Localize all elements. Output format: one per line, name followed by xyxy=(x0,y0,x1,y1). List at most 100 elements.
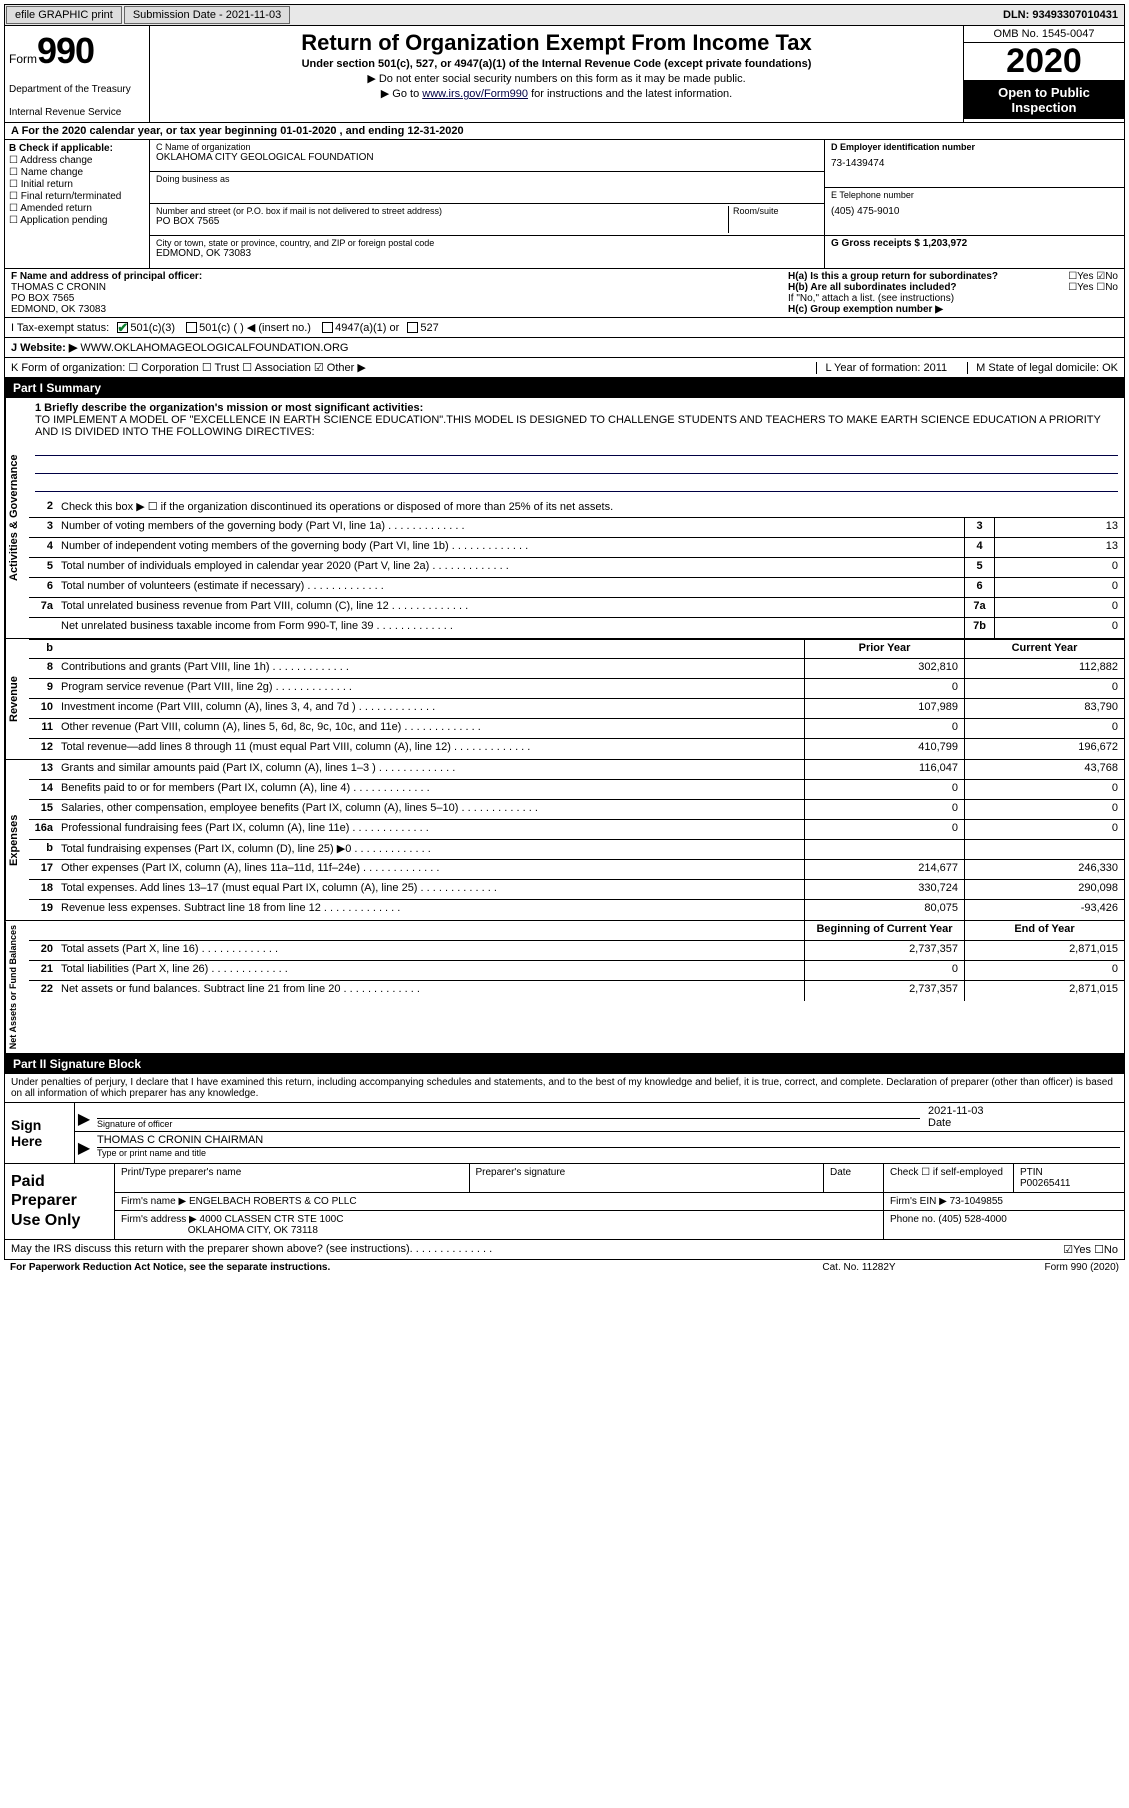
footer-form: Form 990 (2020) xyxy=(959,1262,1119,1273)
prep-date-label: Date xyxy=(824,1164,884,1192)
firm-phone-label: Phone no. xyxy=(890,1214,936,1225)
current-year-header: Current Year xyxy=(964,640,1124,658)
officer-label: F Name and address of principal officer: xyxy=(11,271,202,282)
l-year-formation: L Year of formation: 2011 xyxy=(816,362,947,374)
dln-label: DLN: 93493307010431 xyxy=(1003,9,1124,21)
501c-checkbox[interactable] xyxy=(186,322,197,333)
table-row: 10Investment income (Part VIII, column (… xyxy=(29,699,1124,719)
prep-name-label: Print/Type preparer's name xyxy=(115,1164,470,1192)
table-row: 22Net assets or fund balances. Subtract … xyxy=(29,981,1124,1001)
prep-sig-label: Preparer's signature xyxy=(470,1164,825,1192)
form-word: Form xyxy=(9,52,37,66)
side-label-activities: Activities & Governance xyxy=(5,398,29,638)
table-row: 11Other revenue (Part VIII, column (A), … xyxy=(29,719,1124,739)
street-value: PO BOX 7565 xyxy=(156,216,728,227)
officer-addr2: EDMOND, OK 73083 xyxy=(11,304,106,315)
firm-ein-label: Firm's EIN ▶ xyxy=(890,1196,947,1207)
sign-arrow-icon: ▶ xyxy=(75,1103,93,1131)
phone-label: E Telephone number xyxy=(831,190,1118,200)
table-row: 7aTotal unrelated business revenue from … xyxy=(29,598,1124,618)
sig-officer-label: Signature of officer xyxy=(97,1119,920,1129)
col-b-checkboxes: B Check if applicable: ☐ Address change … xyxy=(5,140,150,268)
dept-irs: Internal Revenue Service xyxy=(9,107,145,118)
form-number: 990 xyxy=(37,30,94,72)
city-label: City or town, state or province, country… xyxy=(156,238,818,248)
table-row: bTotal fundraising expenses (Part IX, co… xyxy=(29,840,1124,860)
hb-note: If "No," attach a list. (see instruction… xyxy=(788,293,1118,304)
q2-text: Check this box ▶ ☐ if the organization d… xyxy=(57,498,1124,517)
form-title: Return of Organization Exempt From Incom… xyxy=(156,30,957,56)
org-name-label: C Name of organization xyxy=(156,142,818,152)
firm-phone-value: (405) 528-4000 xyxy=(938,1214,1006,1225)
ein-value: 73-1439474 xyxy=(831,158,1118,169)
end-year-header: End of Year xyxy=(964,921,1124,940)
table-row: 12Total revenue—add lines 8 through 11 (… xyxy=(29,739,1124,759)
irs-link[interactable]: www.irs.gov/Form990 xyxy=(422,88,528,100)
table-row: 16aProfessional fundraising fees (Part I… xyxy=(29,820,1124,840)
prep-self-employed: Check ☐ if self-employed xyxy=(884,1164,1014,1192)
prior-year-header: Prior Year xyxy=(804,640,964,658)
table-row: 19Revenue less expenses. Subtract line 1… xyxy=(29,900,1124,920)
firm-ein-value: 73-1049855 xyxy=(950,1196,1003,1207)
firm-addr2-value: OKLAHOMA CITY, OK 73118 xyxy=(188,1225,318,1236)
ptin-value: P00265411 xyxy=(1020,1178,1070,1189)
sign-arrow-icon-2: ▶ xyxy=(75,1132,93,1160)
note2-pre: ▶ Go to xyxy=(381,88,422,100)
footer-paperwork: For Paperwork Reduction Act Notice, see … xyxy=(10,1262,759,1273)
k-form-org: K Form of organization: ☐ Corporation ☐ … xyxy=(11,361,366,374)
signature-declaration: Under penalties of perjury, I declare th… xyxy=(4,1074,1125,1103)
sig-name-value: THOMAS C CRONIN CHAIRMAN xyxy=(97,1134,1120,1148)
street-label: Number and street (or P.O. box if mail i… xyxy=(156,206,728,216)
501c3-checkbox[interactable] xyxy=(117,322,128,333)
table-row: 18Total expenses. Add lines 13–17 (must … xyxy=(29,880,1124,900)
form-note-1: ▶ Do not enter social security numbers o… xyxy=(156,72,957,85)
table-row: 13Grants and similar amounts paid (Part … xyxy=(29,760,1124,780)
side-label-expenses: Expenses xyxy=(5,760,29,920)
line-a: A For the 2020 calendar year, or tax yea… xyxy=(4,123,1125,140)
begin-year-header: Beginning of Current Year xyxy=(804,921,964,940)
table-row: 17Other expenses (Part IX, column (A), l… xyxy=(29,860,1124,880)
room-label: Room/suite xyxy=(733,206,818,216)
table-row: 3Number of voting members of the governi… xyxy=(29,518,1124,538)
table-row: Net unrelated business taxable income fr… xyxy=(29,618,1124,638)
ha-label: H(a) Is this a group return for subordin… xyxy=(788,271,998,282)
discuss-answer: ☑Yes ☐No xyxy=(1063,1243,1118,1256)
hc-label: H(c) Group exemption number ▶ xyxy=(788,304,943,315)
table-row: 21Total liabilities (Part X, line 26)00 xyxy=(29,961,1124,981)
officer-addr1: PO BOX 7565 xyxy=(11,293,74,304)
efile-print-button[interactable]: efile GRAPHIC print xyxy=(6,6,122,24)
table-row: 6Total number of volunteers (estimate if… xyxy=(29,578,1124,598)
sign-here-label: Sign Here xyxy=(5,1103,75,1163)
527-checkbox[interactable] xyxy=(407,322,418,333)
open-public-badge: Open to Public Inspection xyxy=(964,81,1124,119)
sig-date-label: Date xyxy=(928,1117,1120,1129)
website-value: WWW.OKLAHOMAGEOLOGICALFOUNDATION.ORG xyxy=(80,342,348,354)
firm-addr-label: Firm's address ▶ xyxy=(121,1214,197,1225)
form-header: Form 990 Department of the Treasury Inte… xyxy=(4,26,1125,123)
gross-receipts: G Gross receipts $ 1,203,972 xyxy=(831,238,967,249)
website-label: J Website: ▶ xyxy=(11,341,77,354)
table-row: 15Salaries, other compensation, employee… xyxy=(29,800,1124,820)
tax-status-label: I Tax-exempt status: xyxy=(11,322,109,334)
hb-label: H(b) Are all subordinates included? xyxy=(788,282,957,293)
firm-name-value: ENGELBACH ROBERTS & CO PLLC xyxy=(189,1196,357,1207)
mission-text: TO IMPLEMENT A MODEL OF "EXCELLENCE IN E… xyxy=(35,414,1118,438)
ptin-label: PTIN xyxy=(1020,1167,1043,1178)
4947-checkbox[interactable] xyxy=(322,322,333,333)
discuss-question: May the IRS discuss this return with the… xyxy=(11,1243,410,1256)
part-1-header: Part I Summary xyxy=(4,378,1125,398)
phone-value: (405) 475-9010 xyxy=(831,206,1118,217)
note2-post: for instructions and the latest informat… xyxy=(528,88,732,100)
table-row: 8Contributions and grants (Part VIII, li… xyxy=(29,659,1124,679)
q1-label: 1 Briefly describe the organization's mi… xyxy=(35,402,423,414)
org-name-value: OKLAHOMA CITY GEOLOGICAL FOUNDATION xyxy=(156,152,818,163)
firm-addr1-value: 4000 CLASSEN CTR STE 100C xyxy=(200,1214,344,1225)
side-label-net: Net Assets or Fund Balances xyxy=(5,921,29,1053)
table-row: 5Total number of individuals employed in… xyxy=(29,558,1124,578)
dept-treasury: Department of the Treasury xyxy=(9,84,145,95)
submission-date-button[interactable]: Submission Date - 2021-11-03 xyxy=(124,6,290,24)
omb-number: OMB No. 1545-0047 xyxy=(964,26,1124,43)
tax-year: 2020 xyxy=(964,43,1124,81)
ha-answer: ☐Yes ☑No xyxy=(1068,271,1118,282)
dba-label: Doing business as xyxy=(156,174,818,184)
